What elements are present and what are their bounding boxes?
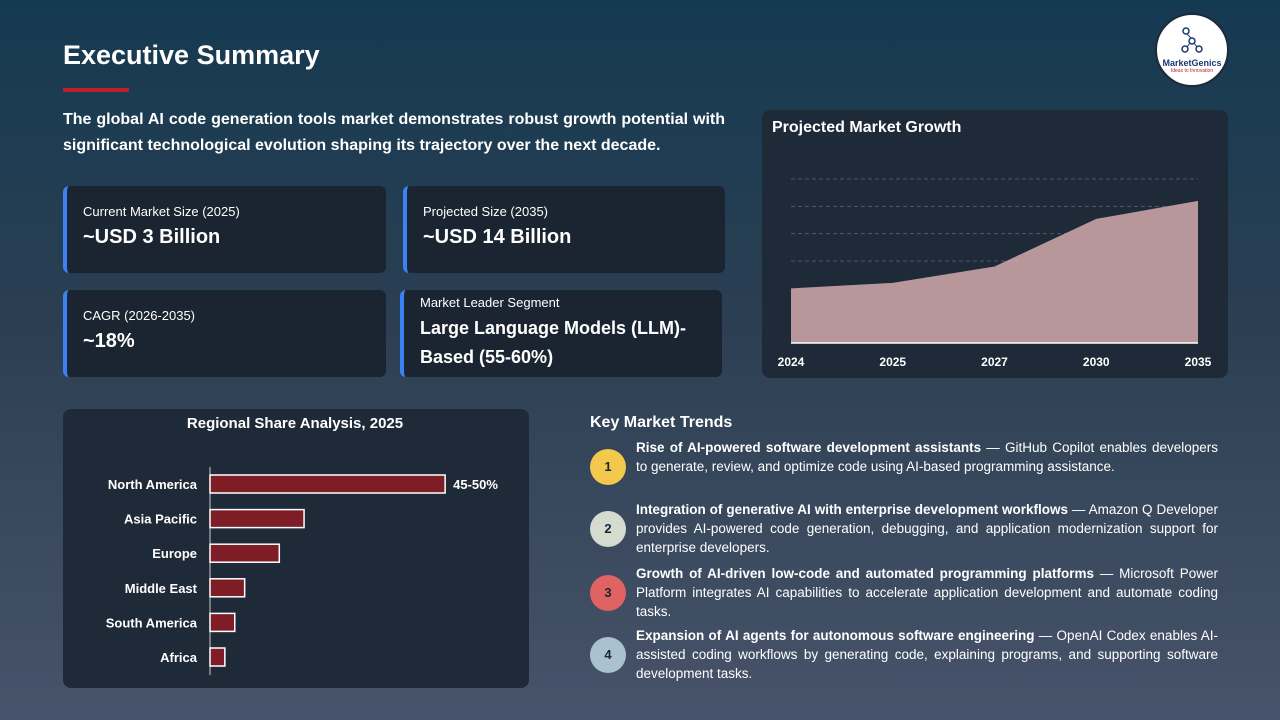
stat-card: Current Market Size (2025) ~USD 3 Billion [63, 186, 386, 273]
stat-value: ~USD 3 Billion [83, 226, 221, 248]
title-underline [63, 88, 129, 92]
chart-panel [63, 409, 529, 688]
x-tick-label: 2030 [1083, 355, 1110, 369]
trend-body: — Amazon Q Developer provides AI-powered… [636, 502, 1218, 555]
trend-number: 4 [590, 637, 626, 673]
trend-heading: Integration of generative AI with enterp… [636, 502, 1068, 517]
x-tick-label: 2024 [778, 355, 805, 369]
trend-body: — OpenAI Codex enables AI-assisted codin… [636, 628, 1218, 681]
trend-item: 1 Rise of AI-powered software development… [590, 438, 1218, 485]
trend-number: 1 [590, 449, 626, 485]
stat-label: Market Leader Segment [420, 295, 560, 310]
intro-text: The global AI code generation tools mark… [63, 111, 725, 154]
area [791, 200, 1198, 343]
logo-name: MarketGenics [1162, 58, 1222, 68]
trends-title: Key Market Trends [590, 414, 733, 431]
trend-heading: Growth of AI-driven low-code and automat… [636, 566, 1095, 581]
stat-value: ~USD 14 Billion [423, 226, 572, 248]
trend-body: — GitHub Copilot enables developers to g… [636, 440, 1218, 474]
trend-heading: Rise of AI-powered software development … [636, 440, 982, 455]
trend-item: 2 Integration of generative AI with enter… [590, 500, 1218, 557]
stat-label: CAGR (2026-2035) [83, 308, 195, 323]
trend-text: Rise of AI-powered software development … [636, 438, 1218, 476]
stat-label: Current Market Size (2025) [83, 204, 240, 219]
x-tick-label: 2025 [879, 355, 906, 369]
x-tick-label: 2035 [1185, 355, 1212, 369]
stat-value: Large Language Models (LLM)-Based (55-60… [420, 318, 687, 367]
stat-card: Market Leader Segment Large Language Mode… [400, 290, 722, 377]
stat-card: Projected Size (2035) ~USD 14 Billion [403, 186, 725, 273]
trend-number: 3 [590, 575, 626, 611]
stat-label: Projected Size (2035) [423, 204, 549, 219]
chart-title: Projected Market Growth [772, 119, 961, 136]
logo-tagline: Ideas to Innovation [1170, 68, 1214, 74]
trend-text: Integration of generative AI with enterp… [636, 500, 1218, 557]
logo: MarketGenics Ideas to Innovation [1155, 13, 1229, 87]
trend-item: 4 Expansion of AI agents for autonomous s… [590, 626, 1218, 683]
stat-card: CAGR (2026-2035) ~18% [63, 290, 386, 377]
trend-item: 3 Growth of AI-driven low-code and automa… [590, 564, 1218, 621]
trend-text: Growth of AI-driven low-code and automat… [636, 564, 1218, 621]
trend-number: 2 [590, 511, 626, 547]
trend-text: Expansion of AI agents for autonomous so… [636, 626, 1218, 683]
trend-body: — Microsoft Power Platform integrates AI… [636, 566, 1218, 619]
x-tick-label: 2027 [981, 355, 1008, 369]
slide-title: Executive Summary [63, 40, 320, 70]
trend-heading: Expansion of AI agents for autonomous so… [636, 628, 1035, 643]
logo-icon [1181, 27, 1203, 53]
stat-value: ~18% [83, 330, 135, 352]
